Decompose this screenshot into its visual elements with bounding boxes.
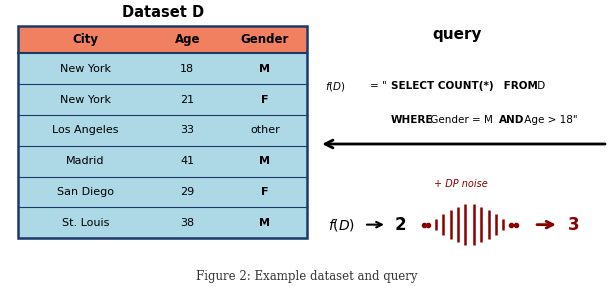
Text: WHERE: WHERE [391, 115, 433, 124]
Text: Gender: Gender [241, 33, 289, 46]
Text: + DP noise: + DP noise [433, 179, 488, 189]
Text: 38: 38 [181, 218, 195, 228]
Text: 21: 21 [181, 94, 195, 105]
Text: 3: 3 [568, 216, 580, 234]
Text: 29: 29 [181, 187, 195, 197]
Text: query: query [433, 27, 482, 42]
Text: $f(D)$: $f(D)$ [328, 217, 356, 233]
Text: 33: 33 [181, 125, 195, 135]
Text: $f(D)$: $f(D)$ [325, 80, 346, 93]
Text: M: M [259, 156, 270, 166]
Bar [18, 26, 307, 238]
Text: FROM: FROM [500, 82, 538, 91]
Text: Age > 18": Age > 18" [521, 115, 577, 124]
Bar [18, 53, 307, 84]
Text: AND: AND [499, 115, 524, 124]
Bar [18, 177, 307, 207]
Text: Dataset D: Dataset D [122, 5, 204, 20]
Bar [18, 207, 307, 238]
Text: Gender = M: Gender = M [427, 115, 496, 124]
Text: F: F [261, 94, 268, 105]
Text: F: F [261, 187, 268, 197]
Text: D: D [534, 82, 545, 91]
Bar [18, 26, 307, 53]
Text: SELECT COUNT(*): SELECT COUNT(*) [391, 82, 494, 91]
Text: Figure 2: Example dataset and query: Figure 2: Example dataset and query [196, 270, 418, 283]
Text: Los Angeles: Los Angeles [52, 125, 119, 135]
Text: New York: New York [60, 64, 111, 74]
Text: 41: 41 [181, 156, 195, 166]
Text: New York: New York [60, 94, 111, 105]
Text: City: City [72, 33, 98, 46]
Text: Age: Age [174, 33, 200, 46]
Text: = ": = " [370, 82, 387, 91]
Text: M: M [259, 64, 270, 74]
Text: 2: 2 [395, 216, 406, 234]
Text: 18: 18 [181, 64, 195, 74]
Text: St. Louis: St. Louis [61, 218, 109, 228]
Text: M: M [259, 218, 270, 228]
Bar [18, 115, 307, 146]
Text: Madrid: Madrid [66, 156, 104, 166]
Bar [18, 146, 307, 177]
Text: other: other [250, 125, 279, 135]
Text: San Diego: San Diego [56, 187, 114, 197]
Bar [18, 84, 307, 115]
